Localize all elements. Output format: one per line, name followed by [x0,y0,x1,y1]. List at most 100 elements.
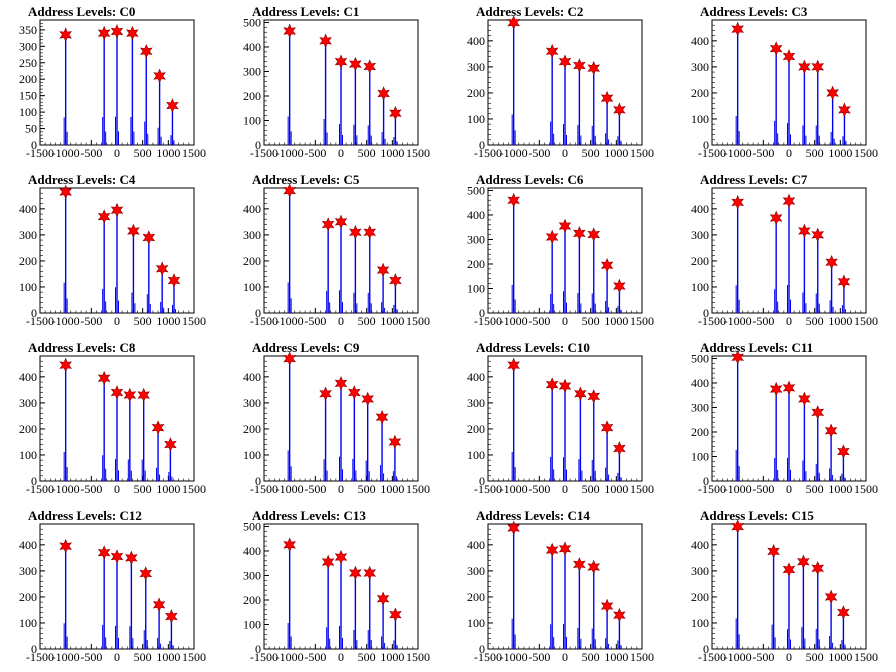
peak-marker [782,380,796,396]
peak-spike [815,563,820,649]
y-tick-label: 500 [243,15,261,29]
peak-marker [321,217,335,232]
y-tick-label: 200 [691,86,709,100]
panel-title: Address Levels: C10 [476,340,590,355]
peak-spike [63,358,68,481]
peak-marker [283,183,296,198]
y-tick-label: 200 [19,590,37,604]
y-tick-label: 400 [691,376,709,390]
x-tick-label: -1500 [250,146,278,160]
peak-marker [389,105,402,121]
y-tick-label: 200 [467,590,485,604]
peak-spike [102,371,107,481]
peak-spike [801,556,806,649]
x-tick-label: -1500 [250,314,278,328]
y-tick-label: 200 [19,422,37,436]
y-tick-label: 0 [31,138,37,152]
y-tick-label: 400 [467,538,485,552]
peak-marker [587,559,601,575]
y-tick-label: 100 [19,616,37,630]
peak-marker [545,377,559,392]
x-tick-label: -1000 [724,650,752,664]
panel-C8: Address Levels: C8 0 100 200 300 400 -1500-100… [19,340,206,496]
panel-C7: Address Levels: C7 0 100 200 300 400 -1500-100… [691,172,878,328]
x-tick-label: -1500 [26,650,54,664]
y-tick-label: 100 [691,616,709,630]
peak-marker [507,520,520,536]
peak-marker [573,58,586,73]
x-tick-label: 500 [134,650,152,664]
x-tick-label: 1000 [828,146,852,160]
peak-spike [156,424,161,481]
peak-marker [97,209,111,224]
x-tick-label: 0 [786,314,792,328]
peak-spike [144,45,149,145]
x-tick-label: 1000 [604,482,628,496]
peak-spike [511,20,516,145]
x-tick-label: -500 [304,482,326,496]
x-tick-label: -1500 [250,482,278,496]
peak-marker [97,370,111,386]
x-tick-label: 0 [114,650,120,664]
peak-marker [558,541,572,556]
peak-marker [545,542,559,558]
peak-marker [613,607,626,623]
peak-marker [334,54,348,69]
panel-C1: Address Levels: C10100200300400500-1500-… [243,4,430,160]
x-tick-label: -1500 [698,650,726,664]
peak-marker [389,607,402,622]
panel-C2: Address Levels: C2 0 100 200 300 400 -1500-100… [467,4,654,160]
y-tick-label: 300 [467,396,485,410]
x-tick-label: 500 [358,314,376,328]
peak-spike [367,61,372,145]
y-tick-label: 300 [691,400,709,414]
x-tick-label: 1000 [380,314,404,328]
peak-marker [798,59,811,75]
peak-spike [815,230,820,313]
peak-marker [59,538,72,554]
x-tick-label: -1000 [500,482,528,496]
panel-C10: Address Levels: C10 0 100 200 300 400 -1500-10… [467,340,654,496]
peak-spike [287,188,292,313]
peak-marker [153,68,166,84]
peak-marker [283,537,296,553]
peak-marker [334,376,348,391]
y-tick-label: 300 [467,60,485,74]
peak-marker [166,98,179,113]
peak-spike [802,226,807,313]
x-tick-label: -500 [80,146,102,160]
x-tick-label: 500 [134,482,152,496]
x-tick-label: -1000 [500,314,528,328]
y-tick-label: 0 [255,642,261,656]
peak-spike [130,26,135,145]
peak-marker [731,349,744,365]
x-tick-label: -500 [80,650,102,664]
x-tick-label: 1500 [854,146,878,160]
peak-spike [774,383,779,481]
peak-spike [550,544,555,649]
y-tick-label: 400 [691,34,709,48]
y-tick-label: 100 [19,280,37,294]
peak-spike [563,220,567,313]
y-tick-label: 100 [19,448,37,462]
y-tick-label: 300 [19,39,37,53]
panel-C5: Address Levels: C5 0 100 200 300 400 -1500-100… [243,172,430,328]
peak-marker [110,385,124,400]
panel-C15: Address Levels: C15 0 100 200 300 400 -1500-10… [691,508,878,664]
peak-marker [321,554,335,570]
y-tick-label: 400 [691,202,709,216]
peak-marker [824,423,838,439]
peak-marker [558,54,572,69]
y-tick-label: 200 [691,254,709,268]
x-tick-label: 1500 [182,482,206,496]
peak-marker [151,420,165,435]
panel-C11: Address Levels: C11 0 100 200 300 400 500 -1500… [691,340,878,496]
peak-marker [97,545,111,560]
peak-spike [102,26,107,145]
peak-marker [167,273,181,288]
x-tick-label: 1000 [604,146,628,160]
panel-C12: Address Levels: C12 0 100 200 300 400 -1500-10… [19,508,206,664]
peak-marker [110,549,124,564]
x-tick-label: -1000 [276,650,304,664]
